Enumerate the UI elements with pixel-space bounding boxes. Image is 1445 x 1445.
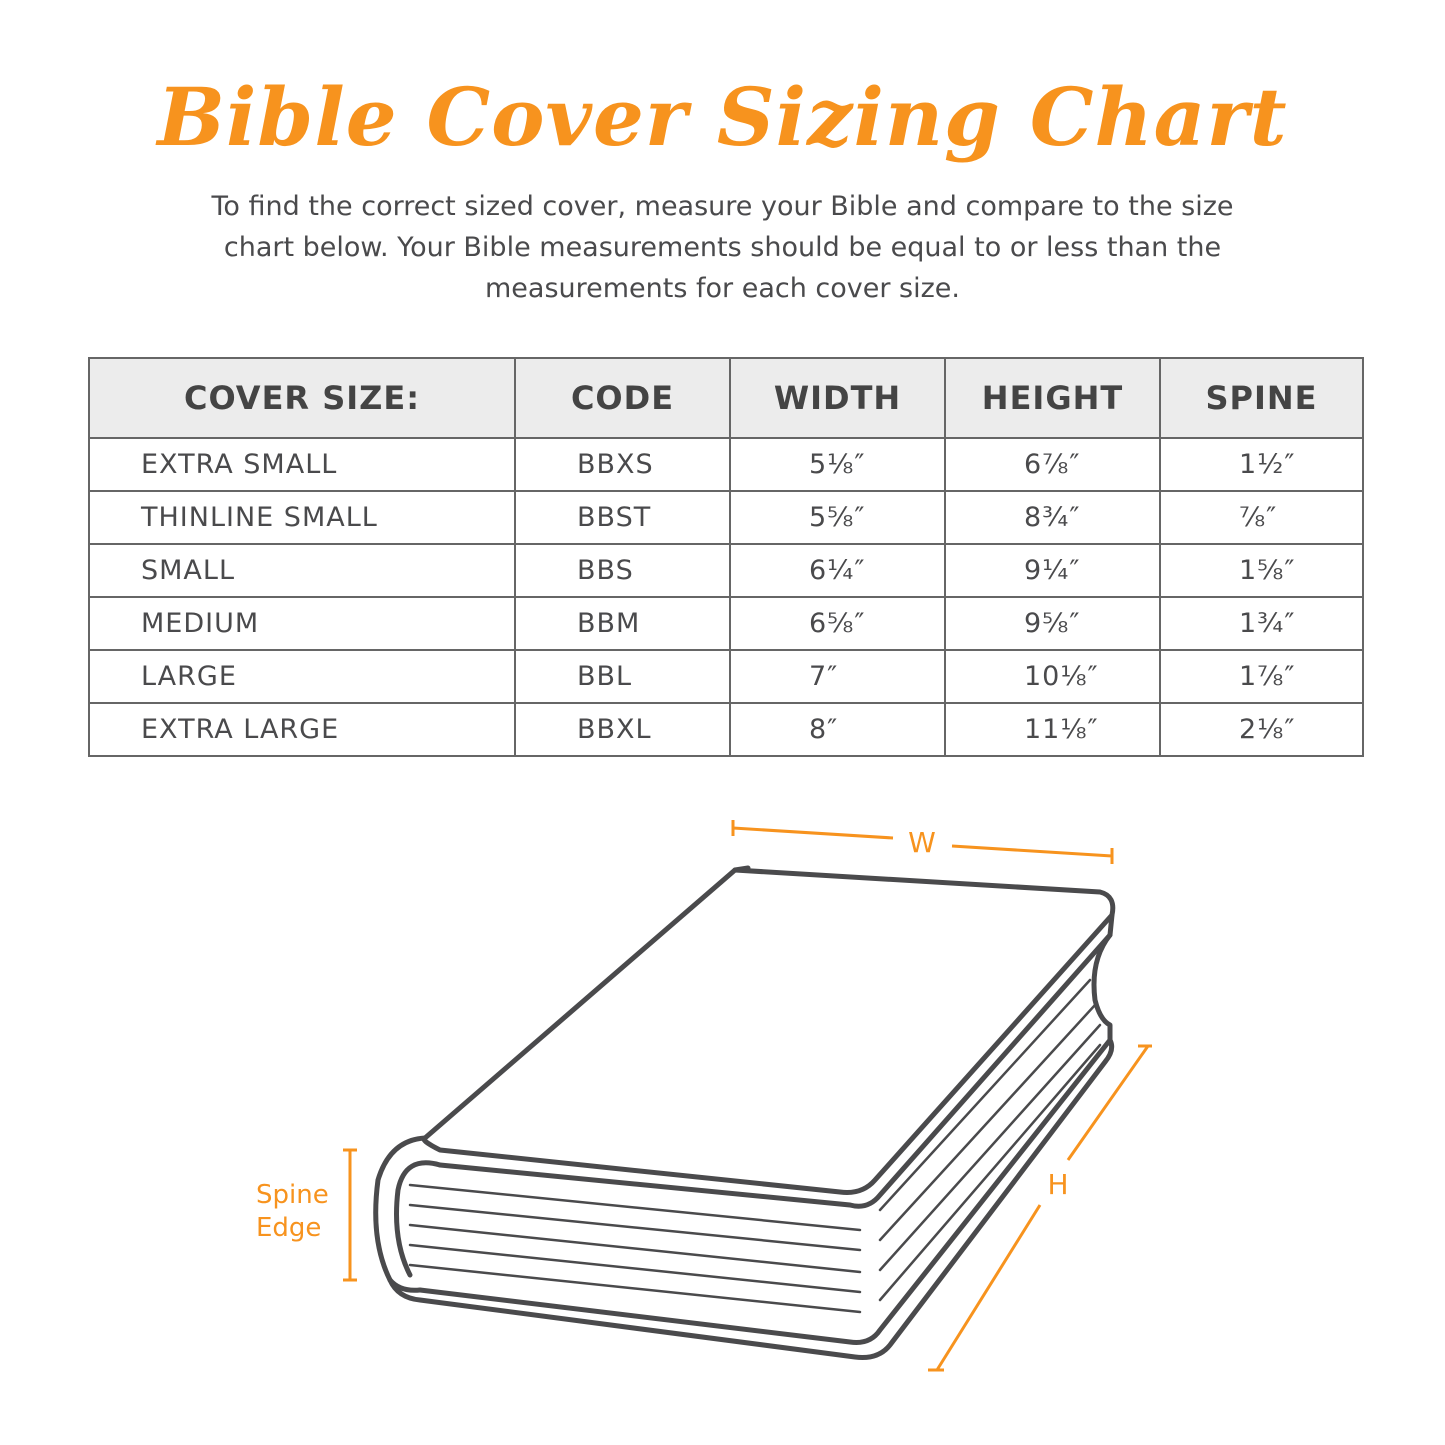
- page-title: Bible Cover Sizing Chart: [157, 70, 1288, 164]
- cell-height: 9⅝″: [944, 596, 1161, 651]
- book-cover-top: [421, 867, 1116, 1195]
- page-lines: [408, 978, 1102, 1314]
- cell-cover-size: THINLINE SMALL: [88, 490, 516, 545]
- cell-cover-size: LARGE: [88, 649, 516, 704]
- cell-spine: ⅞″: [1159, 490, 1364, 545]
- header-code: CODE: [514, 357, 731, 439]
- book-cover-edge: [437, 865, 1115, 1209]
- cell-code: BBXS: [514, 437, 731, 492]
- cell-spine: 1⅞″: [1159, 649, 1364, 704]
- cell-code: BBL: [514, 649, 731, 704]
- height-dimension-line: [928, 1044, 1152, 1372]
- spine-label-1: Spine: [256, 1180, 329, 1210]
- book-spine-inner: [394, 1160, 443, 1278]
- header-height: HEIGHT: [944, 357, 1161, 439]
- table-header-row: COVER SIZE: CODE WIDTH HEIGHT SPINE: [88, 357, 1364, 439]
- cell-cover-size: SMALL: [88, 543, 516, 598]
- cell-width: 7″: [729, 649, 946, 704]
- cell-width: 8″: [729, 702, 946, 757]
- intro-text: To find the correct sized cover, measure…: [211, 191, 1234, 304]
- table-row: SMALL BBS 6¼″ 9¼″ 1⅝″: [88, 543, 1364, 598]
- height-label: H: [1047, 1168, 1068, 1201]
- spine-dimension-line: [343, 1148, 357, 1282]
- cell-spine: 1⅝″: [1159, 543, 1364, 598]
- cell-width: 5⅝″: [729, 490, 946, 545]
- cell-height: 10⅛″: [944, 649, 1161, 704]
- cell-cover-size: EXTRA LARGE: [88, 702, 516, 757]
- cell-cover-size: EXTRA SMALL: [88, 437, 516, 492]
- size-table: COVER SIZE: CODE WIDTH HEIGHT SPINE EXTR…: [88, 357, 1364, 757]
- cell-cover-size: MEDIUM: [88, 596, 516, 651]
- cell-code: BBST: [514, 490, 731, 545]
- book-bottom-cover: [387, 1037, 1115, 1360]
- cell-height: 11⅛″: [944, 702, 1161, 757]
- width-dimension-line: [731, 820, 1114, 864]
- table-row: LARGE BBL 7″ 10⅛″ 1⅞″: [88, 649, 1364, 704]
- book-pages: [417, 932, 1113, 1345]
- header-cover-size: COVER SIZE:: [88, 357, 516, 439]
- table-row: MEDIUM BBM 6⅝″ 9⅝″ 1¾″: [88, 596, 1364, 651]
- spine-label-2: Edge: [256, 1213, 322, 1243]
- cell-height: 6⅞″: [944, 437, 1161, 492]
- cell-width: 6¼″: [729, 543, 946, 598]
- table-row: EXTRA SMALL BBXS 5⅛″ 6⅞″ 1½″: [88, 437, 1364, 492]
- cell-code: BBS: [514, 543, 731, 598]
- cell-spine: 1¾″: [1159, 596, 1364, 651]
- table-row: EXTRA LARGE BBXL 8″ 11⅛″ 2⅛″: [88, 702, 1364, 757]
- book-spine: [373, 1135, 428, 1293]
- cell-code: BBM: [514, 596, 731, 651]
- header-spine: SPINE: [1159, 357, 1364, 439]
- table-row: THINLINE SMALL BBST 5⅝″ 8¾″ ⅞″: [88, 490, 1364, 545]
- cell-code: BBXL: [514, 702, 731, 757]
- width-label: W: [908, 826, 936, 859]
- header-width: WIDTH: [729, 357, 946, 439]
- cell-width: 5⅛″: [729, 437, 946, 492]
- cell-spine: 1½″: [1159, 437, 1364, 492]
- cell-height: 8¾″: [944, 490, 1161, 545]
- cell-height: 9¼″: [944, 543, 1161, 598]
- cell-spine: 2⅛″: [1159, 702, 1364, 757]
- cell-width: 6⅝″: [729, 596, 946, 651]
